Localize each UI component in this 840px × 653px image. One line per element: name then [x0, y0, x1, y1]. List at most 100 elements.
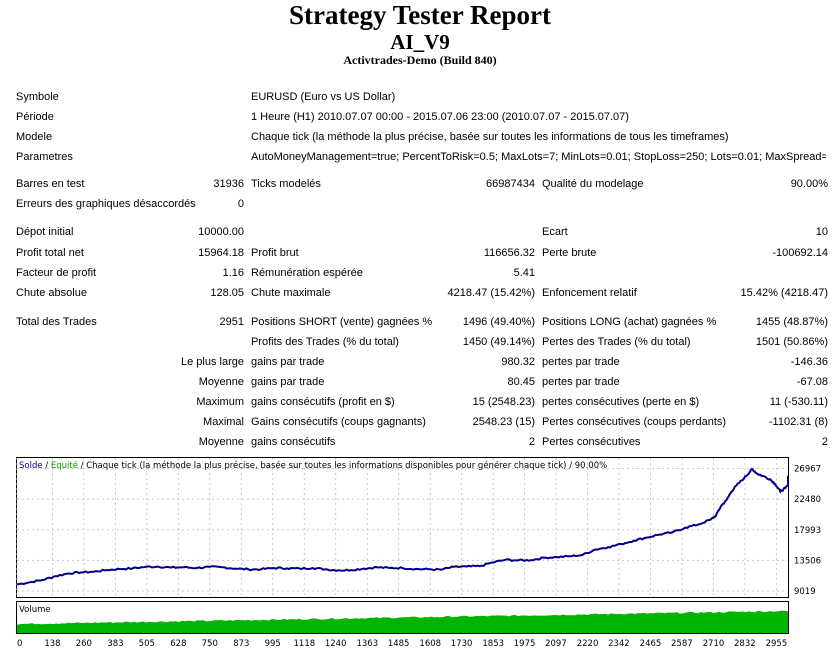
x-tick-label: 0 — [17, 639, 22, 649]
maximal-losses-label: Pertes consécutives (coups perdants) — [542, 416, 727, 428]
maximal-wins-label: Gains consécutifs (coups gagnants) — [251, 416, 426, 428]
chart-grid — [16, 458, 788, 598]
x-tick-label: 2342 — [608, 639, 630, 649]
maximum-label: Maximum — [196, 396, 244, 408]
x-tick-label: 2465 — [640, 639, 662, 649]
maximal-label: Maximal — [203, 416, 244, 428]
abs-drawdown-value: 128.05 — [210, 287, 244, 299]
max-cons-wins-value: 15 (2548.23) — [472, 396, 535, 408]
ticks-label: Ticks modelés — [251, 178, 321, 190]
x-tick-label: 1853 — [482, 639, 504, 649]
deposit-label: Dépot initial — [16, 226, 74, 238]
largest-loss-value: -146.36 — [790, 356, 828, 368]
gross-profit-label: Profit brut — [251, 247, 299, 259]
abs-drawdown-label: Chute absolue — [16, 287, 87, 299]
legend-text: Solde / Equité / Chaque tick (la méthode… — [19, 460, 607, 471]
x-tick-label: 628 — [170, 639, 186, 649]
legend-rest: / Chaque tick (la méthode la plus précis… — [78, 460, 607, 471]
net-profit-value: 15964.18 — [198, 247, 244, 259]
loss-trades-label: Pertes des Trades (% du total) — [542, 336, 691, 348]
avg-cons-wins-label: gains consécutifs — [251, 436, 336, 448]
period-label: Période — [16, 111, 54, 123]
params-label: Parametres — [16, 151, 73, 163]
long-positions-value: 1455 (48.87%) — [755, 316, 828, 328]
legend-balance: Solde — [19, 461, 43, 471]
largest-label: Le plus large — [181, 356, 244, 368]
short-positions-value: 1496 (49.40%) — [462, 316, 535, 328]
quality-label: Qualité du modelage — [542, 178, 644, 190]
server-name: Activtrades-Demo (Build 840) — [343, 53, 497, 67]
x-tick-label: 260 — [76, 639, 92, 649]
y-tick-label: 9019 — [794, 587, 816, 597]
max-drawdown-value: 4218.47 (15.42%) — [447, 287, 535, 299]
gross-profit-value: 116656.32 — [483, 247, 535, 259]
largest-profit-label: gains par trade — [251, 356, 325, 368]
largest-profit-value: 980.32 — [501, 356, 535, 368]
net-profit-label: Profit total net — [16, 247, 84, 259]
rel-drawdown-value: 15.42% (4218.47) — [740, 287, 828, 299]
y-tick-label: 22480 — [794, 495, 821, 505]
legend-equity: Equité — [51, 460, 78, 471]
y-tick-label: 17993 — [794, 526, 821, 536]
x-tick-label: 1118 — [294, 639, 316, 649]
max-drawdown-label: Chute maximale — [251, 287, 331, 299]
profit-trades-label: Profits des Trades (% du total) — [251, 336, 399, 348]
x-tick-label: 505 — [139, 639, 155, 649]
average-loss-label: pertes par trade — [542, 376, 620, 388]
short-positions-label: Positions SHORT (vente) gagnées % — [251, 316, 433, 328]
payoff-label: Rémunération espérée — [251, 267, 363, 279]
maximal-losses-value: -1102.31 (8) — [768, 416, 828, 428]
average-profit-label: gains par trade — [251, 376, 325, 388]
avg-cons-losses-label: Pertes consécutives — [542, 436, 641, 448]
total-trades-label: Total des Trades — [16, 316, 97, 328]
x-tick-label: 1485 — [388, 639, 410, 649]
x-tick-label: 995 — [265, 639, 281, 649]
average-loss-value: -67.08 — [796, 376, 828, 388]
x-tick-label: 2587 — [671, 639, 693, 649]
spread-label: Ecart — [542, 226, 568, 238]
x-tick-label: 1363 — [356, 639, 378, 649]
ticks-value: 66987434 — [486, 178, 535, 190]
avg-cons-losses-value: 2 — [821, 436, 828, 448]
gross-loss-label: Perte brute — [542, 247, 597, 259]
avg-cons-label: Moyenne — [198, 436, 244, 448]
legend-sep: / — [43, 461, 51, 471]
ea-name: AI_V9 — [390, 30, 450, 54]
max-cons-wins-label: gains consécutifs (profit en $) — [251, 396, 395, 408]
deposit-value: 10000.00 — [198, 226, 244, 238]
params-value: AutoMoneyManagement=true; PercentToRisk=… — [251, 151, 826, 163]
model-label: Modele — [16, 131, 53, 143]
x-tick-label: 873 — [233, 639, 249, 649]
symbol-label: Symbole — [16, 91, 59, 103]
x-tick-label: 750 — [202, 639, 218, 649]
x-tick-label: 1240 — [325, 639, 347, 649]
x-tick-label: 138 — [44, 639, 60, 649]
mismatch-value: 0 — [237, 198, 244, 210]
max-cons-losses-label: pertes consécutives (perte en $) — [542, 396, 700, 408]
rel-drawdown-label: Enfoncement relatif — [542, 287, 637, 299]
balance-chart: Solde / Equité / Chaque tick (la méthode… — [16, 457, 821, 649]
x-tick-label: 1608 — [419, 639, 441, 649]
model-value: Chaque tick (la méthode la plus précise,… — [251, 131, 729, 143]
volume-area — [17, 610, 788, 633]
total-trades-value: 2951 — [219, 316, 244, 328]
largest-loss-label: pertes par trade — [542, 356, 620, 368]
spread-value: 10 — [815, 226, 828, 238]
chart-frame — [16, 457, 789, 598]
x-tick-label: 1975 — [514, 639, 536, 649]
x-tick-label: 2955 — [766, 639, 788, 649]
gross-loss-value: -100692.14 — [772, 247, 828, 259]
avg-cons-wins-value: 2 — [528, 436, 535, 448]
x-tick-label: 1730 — [451, 639, 473, 649]
quality-value: 90.00% — [790, 178, 828, 190]
bars-label: Barres en test — [16, 178, 85, 190]
x-tick-label: 2832 — [734, 639, 756, 649]
report-title: Strategy Tester Report — [289, 0, 551, 30]
maximal-wins-value: 2548.23 (15) — [472, 416, 535, 428]
profit-factor-value: 1.16 — [222, 267, 244, 279]
x-tick-label: 383 — [107, 639, 123, 649]
long-positions-label: Positions LONG (achat) gagnées % — [542, 316, 717, 328]
average-label: Moyenne — [198, 376, 244, 388]
volume-label: Volume — [19, 605, 51, 615]
mismatch-label: Erreurs des graphiques désaccordés — [16, 198, 196, 210]
